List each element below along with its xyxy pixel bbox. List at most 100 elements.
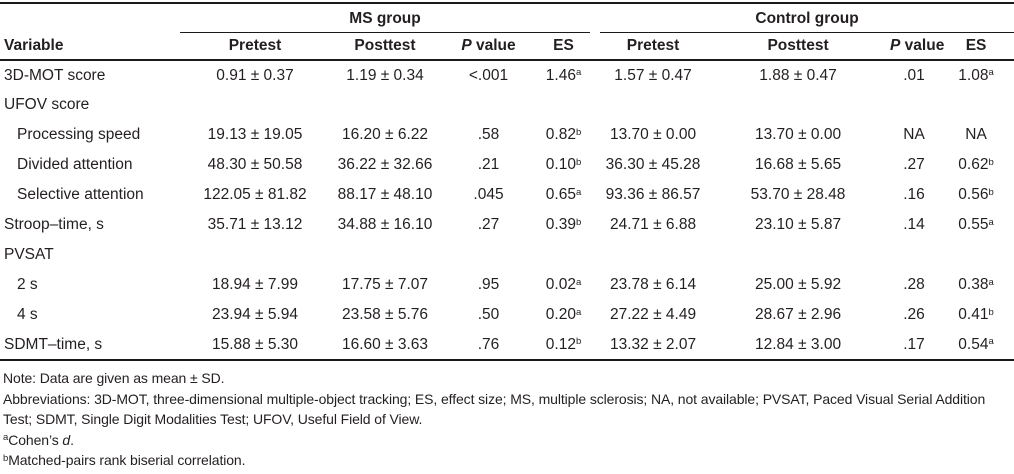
value-cell: 0.82b: [537, 120, 590, 150]
cell-value: 1.57 ± 0.47: [614, 66, 692, 84]
cell-value: 34.88 ± 16.10: [337, 216, 433, 233]
value-cell: 28.67 ± 2.96: [706, 300, 890, 330]
footnote-marker: a: [575, 67, 582, 79]
table-row: Processing speed 19.13 ± 19.05 16.20 ± 6.2…: [0, 120, 1014, 150]
cell-value: 25.00 ± 5.92: [754, 276, 842, 293]
column-gap: [590, 210, 600, 240]
cell-value: 35.71 ± 13.12: [207, 216, 303, 233]
row-label: 3D-MOT score: [4, 66, 106, 84]
value-cell: 0.54a: [938, 330, 1014, 361]
value-cell: 23.10 ± 5.87: [706, 210, 890, 240]
footnote-marker: a: [988, 216, 994, 228]
footnote-marker: a: [988, 276, 994, 288]
table-row: Stroop–time, s 35.71 ± 13.12 34.88 ± 16.10…: [0, 210, 1014, 240]
cell-value: 1.19 ± 0.34: [346, 66, 424, 84]
cell-value: .76: [477, 335, 500, 353]
value-cell: [537, 240, 590, 270]
table-row: 2 s 18.94 ± 7.99 17.75 ± 7.07.95 0.02a 23.78…: [0, 270, 1014, 300]
cell-value: 0.10: [545, 156, 576, 173]
value-cell: 0.62b: [938, 150, 1014, 180]
value-cell: 13.70 ± 0.00: [600, 120, 706, 150]
value-cell: .01: [890, 60, 938, 90]
cell-value: 16.60 ± 3.63: [341, 335, 429, 353]
column-gap: [590, 60, 600, 90]
cell-value: 13.32 ± 2.07: [609, 335, 697, 353]
cell-value: NA: [903, 126, 925, 143]
cell-value: .045: [473, 186, 504, 203]
footnote-b-text: Matched-pairs rank biserial correlation.: [8, 452, 246, 468]
value-cell: 1.19 ± 0.34: [330, 60, 440, 90]
value-cell: 0.41b: [938, 300, 1014, 330]
cell-value: 0.65: [545, 186, 576, 203]
pvalue-italic-p: P: [890, 36, 901, 54]
group-header-row: MS group Control group: [0, 3, 1014, 33]
value-cell: 0.56b: [938, 180, 1014, 210]
value-cell: .27: [890, 150, 938, 180]
value-cell: 18.94 ± 7.99: [180, 270, 330, 300]
cell-value: 13.70 ± 0.00: [609, 126, 697, 143]
value-cell: 0.10b: [537, 150, 590, 180]
cell-value: 0.02: [545, 276, 576, 293]
value-cell: .76: [440, 330, 537, 361]
control-pvalue-header: P value: [890, 32, 944, 61]
table-body: 3D-MOT score 0.91 ± 0.37 1.19 ± 0.34 <.001 1…: [0, 60, 1014, 361]
cell-value: 53.70 ± 28.48: [750, 186, 846, 203]
value-cell: 13.70 ± 0.00: [706, 120, 890, 150]
footnote-a-suffix: .: [70, 431, 74, 448]
cell-value: 0.55: [958, 216, 989, 233]
value-cell: 48.30 ± 50.58: [180, 150, 330, 180]
cell-value: 0.62: [958, 156, 989, 173]
table-notes: Note: Data are given as mean ± SD. Abbre…: [0, 361, 1014, 471]
column-gap: [590, 32, 601, 61]
table-row: SDMT–time, s 15.88 ± 5.30 16.60 ± 3.63 .76 0…: [0, 330, 1014, 361]
column-gap: [590, 180, 600, 210]
value-cell: [180, 240, 330, 270]
footnote-a-text: Cohen’s: [8, 431, 63, 448]
footnote-marker: a: [988, 336, 994, 348]
value-cell: 1.46a: [537, 60, 590, 90]
cell-value: 0.82: [545, 126, 576, 143]
value-cell: [706, 90, 890, 120]
cell-value: 1.88 ± 0.47: [759, 66, 837, 84]
value-cell: 12.84 ± 3.00: [706, 330, 891, 361]
note-line: Note: Data are given as mean ± SD.: [3, 370, 225, 386]
value-cell: 36.30 ± 45.28: [600, 150, 706, 180]
row-label: Divided attention: [17, 156, 133, 173]
cell-value: .26: [903, 306, 925, 323]
value-cell: .27: [440, 210, 537, 240]
value-cell: [600, 90, 706, 120]
table-row: Selective attention 122.05 ± 81.82 88.17 ±…: [0, 180, 1014, 210]
table-row: Divided attention 48.30 ± 50.58 36.22 ± 32…: [0, 150, 1014, 180]
cell-value: 0.91 ± 0.37: [216, 66, 294, 84]
value-cell: [330, 90, 440, 120]
column-gap: [590, 330, 601, 361]
cell-value: 0.56: [958, 186, 989, 203]
column-gap: [590, 150, 600, 180]
cell-value: 1.46: [545, 66, 576, 84]
value-cell: 15.88 ± 5.30: [180, 330, 330, 361]
value-cell: 16.20 ± 6.22: [330, 120, 440, 150]
value-cell: [537, 90, 590, 120]
cell-value: .58: [477, 126, 500, 143]
table-row: PVSAT: [0, 240, 1014, 270]
row-label: 2 s: [17, 276, 38, 293]
footnote-marker: a: [575, 276, 582, 288]
value-cell: 122.05 ± 81.82: [180, 180, 330, 210]
value-cell: 34.88 ± 16.10: [330, 210, 440, 240]
value-cell: 0.55a: [938, 210, 1014, 240]
footnote-marker: a: [575, 186, 582, 198]
value-cell: [890, 90, 938, 120]
footnote-marker: b: [988, 156, 994, 168]
cell-value: 19.13 ± 19.05: [207, 126, 303, 143]
value-cell: 17.75 ± 7.07: [330, 270, 440, 300]
value-cell: 23.78 ± 6.14: [600, 270, 706, 300]
row-label: SDMT–time, s: [0, 330, 180, 361]
cell-value: 27.22 ± 4.49: [609, 306, 697, 323]
value-cell: .21: [440, 150, 537, 180]
value-cell: .58: [440, 120, 537, 150]
row-label: UFOV score: [4, 96, 90, 113]
cell-value: .50: [477, 306, 500, 323]
cell-value: NA: [965, 126, 987, 143]
value-cell: .95: [440, 270, 537, 300]
